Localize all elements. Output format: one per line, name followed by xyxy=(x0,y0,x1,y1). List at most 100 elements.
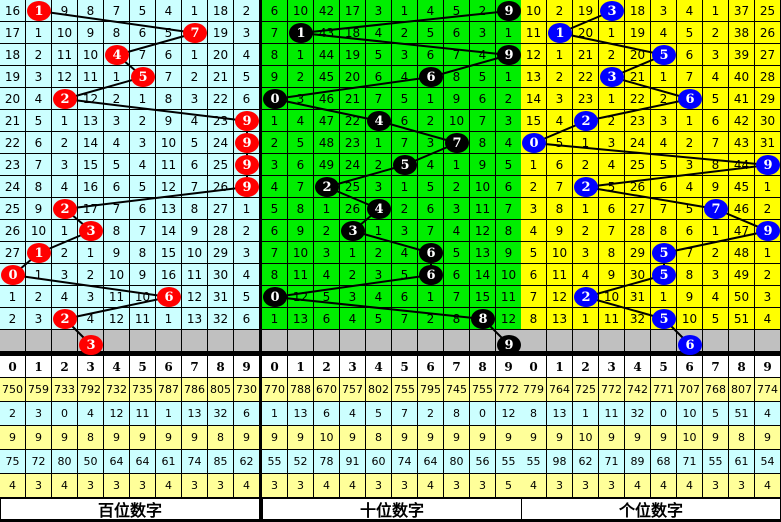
omission-cell: 4 xyxy=(470,44,496,66)
omission-cell: 10 xyxy=(470,176,496,198)
draw-ball: 7 xyxy=(183,23,207,43)
omission-cell: 1 xyxy=(418,88,444,110)
stat-cell: 9 xyxy=(599,426,625,450)
omission-cell: 5 xyxy=(703,308,729,330)
draw-ball: 3 xyxy=(600,1,624,21)
omission-cell: 11 xyxy=(470,198,496,220)
omission-cell: 12 xyxy=(521,44,547,66)
omission-cell: 12 xyxy=(470,220,496,242)
stat-cell: 8 xyxy=(729,426,755,450)
stat-cell: 768 xyxy=(703,378,729,402)
omission-cell: 4 xyxy=(78,308,104,330)
omission-cell: 5 xyxy=(392,264,418,286)
blank-cell xyxy=(262,330,288,352)
stat-cell: 3 xyxy=(366,474,392,498)
digit-header: 3 xyxy=(78,356,104,378)
omission-cell: 5 xyxy=(444,0,470,22)
stat-cell: 9 xyxy=(340,426,366,450)
omission-cell: 1 xyxy=(521,154,547,176)
digit-header: 2 xyxy=(573,356,599,378)
omission-cell: 3 xyxy=(26,66,52,88)
stat-cell: 4 xyxy=(52,474,78,498)
digit-header: 8 xyxy=(470,356,496,378)
omission-cell: 46 xyxy=(314,88,340,110)
omission-cell: 2 xyxy=(496,88,522,110)
omission-cell: 3 xyxy=(418,132,444,154)
omission-cell: 7 xyxy=(392,132,418,154)
omission-cell: 20 xyxy=(0,88,26,110)
omission-cell: 8 xyxy=(703,154,729,176)
omission-cell: 42 xyxy=(314,0,340,22)
omission-cell: 10 xyxy=(104,264,130,286)
omission-cell: 9 xyxy=(288,220,314,242)
omission-cell: 12 xyxy=(52,66,78,88)
stat-cell: 64 xyxy=(130,450,156,474)
omission-cell: 5 xyxy=(156,22,182,44)
stat-cell: 56 xyxy=(470,450,496,474)
stat-cell: 55 xyxy=(521,450,547,474)
omission-cell: 5 xyxy=(703,88,729,110)
omission-cell: 18 xyxy=(0,44,26,66)
omission-cell: 9 xyxy=(444,88,470,110)
omission-cell: 9 xyxy=(599,264,625,286)
stat-cell: 13 xyxy=(182,402,208,426)
omission-cell: 10 xyxy=(599,286,625,308)
stat-cell: 62 xyxy=(573,450,599,474)
omission-cell: 6 xyxy=(366,66,392,88)
omission-cell: 2 xyxy=(599,110,625,132)
omission-cell: 4 xyxy=(392,66,418,88)
omission-cell: 5 xyxy=(521,242,547,264)
omission-cell: 14 xyxy=(521,88,547,110)
omission-cell: 8 xyxy=(182,198,208,220)
omission-cell: 20 xyxy=(340,66,366,88)
stat-cell: 7 xyxy=(392,402,418,426)
omission-cell: 1 xyxy=(496,66,522,88)
omission-cell: 1 xyxy=(703,0,729,22)
omission-cell: 4 xyxy=(418,0,444,22)
stat-cell: 9 xyxy=(755,426,781,450)
omission-cell: 1 xyxy=(104,66,130,88)
stat-cell: 4 xyxy=(340,474,366,498)
omission-cell: 5 xyxy=(234,286,260,308)
omission-cell: 3 xyxy=(470,22,496,44)
stat-cell: 3 xyxy=(182,474,208,498)
omission-cell: 3 xyxy=(234,242,260,264)
omission-cell: 5 xyxy=(496,154,522,176)
stat-cell: 792 xyxy=(78,378,104,402)
stat-cell: 11 xyxy=(130,402,156,426)
omission-cell: 5 xyxy=(314,286,340,308)
omission-cell: 7 xyxy=(703,132,729,154)
omission-cell: 6 xyxy=(444,22,470,44)
omission-cell: 38 xyxy=(729,22,755,44)
omission-cell: 5 xyxy=(444,242,470,264)
omission-cell: 7 xyxy=(262,242,288,264)
omission-cell: 7 xyxy=(288,176,314,198)
omission-cell: 11 xyxy=(78,66,104,88)
stat-cell: 0 xyxy=(470,402,496,426)
blank-cell xyxy=(547,330,573,352)
stat-cell: 3 xyxy=(573,474,599,498)
omission-cell: 7 xyxy=(262,22,288,44)
omission-cell: 9 xyxy=(130,264,156,286)
omission-cell: 8 xyxy=(470,132,496,154)
stat-cell: 6 xyxy=(314,402,340,426)
stat-cell: 8 xyxy=(366,426,392,450)
stat-cell: 2 xyxy=(418,402,444,426)
omission-cell: 12 xyxy=(78,88,104,110)
omission-cell: 5 xyxy=(26,110,52,132)
stat-cell: 4 xyxy=(625,474,651,498)
omission-cell: 39 xyxy=(729,44,755,66)
omission-cell: 4 xyxy=(182,110,208,132)
omission-cell: 5 xyxy=(288,132,314,154)
blank-cell xyxy=(288,330,314,352)
omission-cell: 26 xyxy=(0,220,26,242)
omission-cell: 25 xyxy=(755,0,781,22)
stat-cell: 771 xyxy=(651,378,677,402)
draw-ball: 6 xyxy=(419,265,443,285)
omission-cell: 10 xyxy=(547,242,573,264)
draw-ball: 9 xyxy=(235,177,259,197)
omission-cell: 6 xyxy=(104,176,130,198)
stat-cell: 9 xyxy=(104,426,130,450)
digit-header: 8 xyxy=(208,356,234,378)
omission-cell: 4 xyxy=(599,154,625,176)
